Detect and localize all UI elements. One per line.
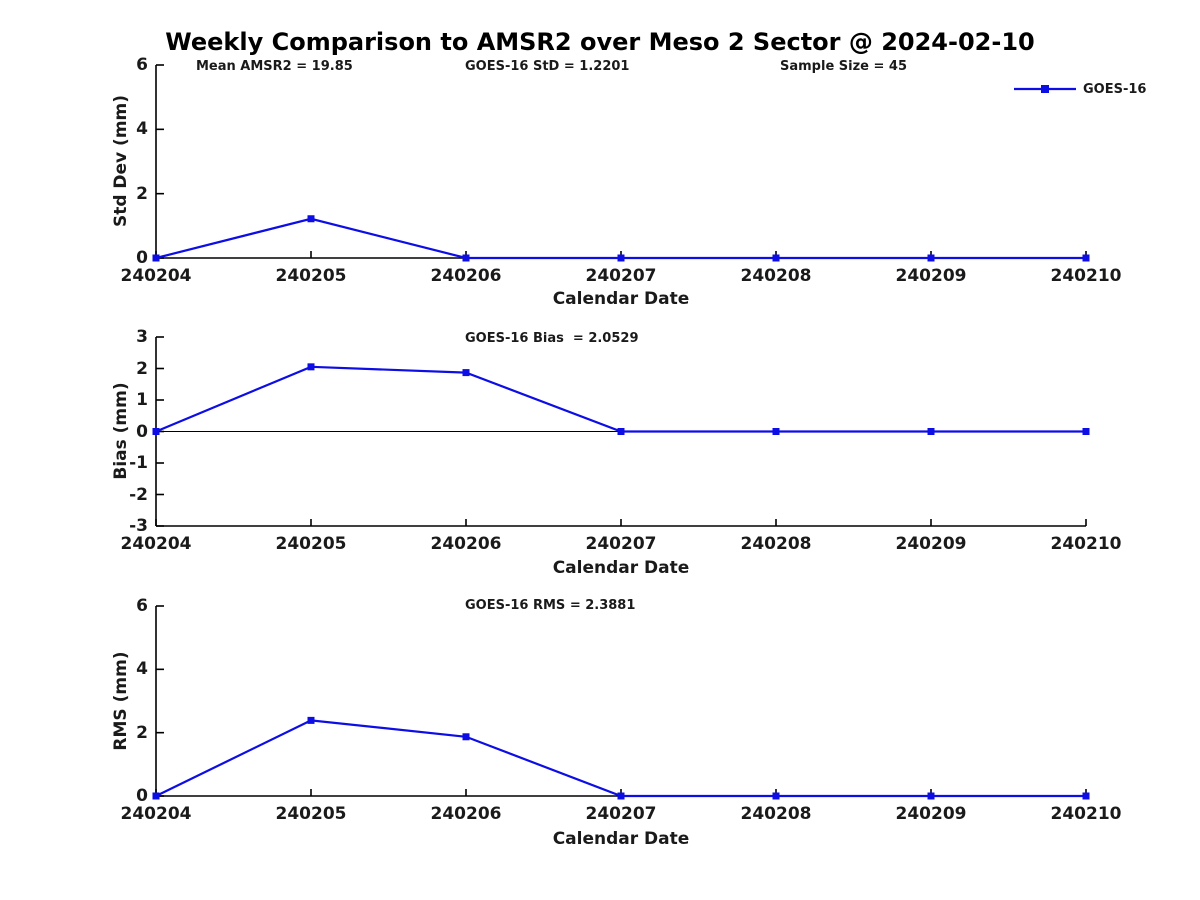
y-tick-label: 2 bbox=[136, 722, 148, 743]
data-point-marker bbox=[617, 428, 625, 435]
y-tick-label: 6 bbox=[136, 55, 148, 75]
y-tick-label: 2 bbox=[136, 183, 148, 204]
y-tick-label: -1 bbox=[129, 453, 148, 473]
x-tick-label: 240209 bbox=[895, 266, 967, 286]
data-point-marker bbox=[307, 363, 315, 371]
y-tick-label: 2 bbox=[136, 358, 148, 379]
y-tick-label: 4 bbox=[136, 119, 148, 140]
x-tick-label: 240204 bbox=[120, 534, 192, 554]
x-tick-label: 240210 bbox=[1050, 534, 1122, 554]
data-point-marker bbox=[307, 716, 315, 724]
annotation-mean-amsr2: Mean AMSR2 = 19.85 bbox=[196, 59, 353, 74]
data-point-marker bbox=[1082, 254, 1090, 262]
data-point-marker bbox=[927, 792, 935, 800]
data-point-marker bbox=[927, 254, 935, 262]
legend: GOES-16 bbox=[1012, 80, 1146, 98]
x-tick-label: 240208 bbox=[740, 534, 812, 554]
x-tick-label: 240204 bbox=[120, 266, 192, 286]
y-tick-label: -2 bbox=[129, 484, 148, 505]
x-tick-label: 240204 bbox=[120, 804, 192, 824]
data-line-goes-16 bbox=[155, 719, 1086, 798]
data-point-marker bbox=[772, 254, 780, 262]
x-tick-label: 240210 bbox=[1050, 804, 1122, 824]
x-tick-label: 240206 bbox=[430, 804, 502, 824]
annotation-goes16-rms: GOES-16 RMS = 2.3881 bbox=[465, 598, 636, 613]
y-axis-label-stddev: Std Dev (mm) bbox=[111, 94, 131, 228]
y-tick-label: 0 bbox=[136, 421, 148, 442]
data-point-marker bbox=[772, 428, 780, 435]
x-tick-label: 240205 bbox=[275, 534, 347, 554]
x-tick-label: 240205 bbox=[275, 266, 347, 286]
data-point-marker bbox=[152, 792, 160, 800]
data-point-marker bbox=[617, 792, 625, 800]
data-point-marker bbox=[152, 254, 160, 262]
x-tick-label: 240207 bbox=[585, 266, 657, 286]
x-tick-label: 240208 bbox=[740, 266, 812, 286]
data-point-marker bbox=[462, 733, 470, 741]
y-tick-label: 0 bbox=[136, 786, 148, 806]
data-point-marker bbox=[462, 369, 470, 377]
x-axis-label-stddev: Calendar Date bbox=[552, 289, 690, 309]
x-tick-label: 240210 bbox=[1050, 266, 1122, 286]
x-tick-label: 240209 bbox=[895, 804, 967, 824]
data-point-marker bbox=[772, 792, 780, 800]
legend-label: GOES-16 bbox=[1083, 81, 1147, 97]
y-tick-label: 6 bbox=[136, 596, 148, 616]
x-tick-label: 240207 bbox=[585, 534, 657, 554]
annotation-goes16-std: GOES-16 StD = 1.2201 bbox=[465, 59, 630, 74]
data-point-marker bbox=[1082, 428, 1090, 435]
data-point-marker bbox=[307, 215, 315, 223]
x-tick-label: 240208 bbox=[740, 804, 812, 824]
x-axis-label-rms: Calendar Date bbox=[552, 829, 690, 849]
chart-title: Weekly Comparison to AMSR2 over Meso 2 S… bbox=[165, 28, 1035, 56]
data-point-marker bbox=[617, 254, 625, 262]
y-tick-label: -3 bbox=[129, 516, 148, 536]
data-point-marker bbox=[152, 428, 160, 435]
data-line-goes-16 bbox=[155, 365, 1086, 433]
x-axis-label-bias: Calendar Date bbox=[552, 558, 690, 578]
x-tick-label: 240205 bbox=[275, 804, 347, 824]
data-point-marker bbox=[927, 428, 935, 435]
y-tick-label: 0 bbox=[136, 248, 148, 268]
x-tick-label: 240209 bbox=[895, 534, 967, 554]
x-tick-label: 240206 bbox=[430, 266, 502, 286]
y-axis-label-rms: RMS (mm) bbox=[111, 651, 131, 751]
legend-line-sample-icon bbox=[1014, 85, 1076, 93]
y-tick-label: 1 bbox=[136, 390, 148, 410]
legend-marker-icon bbox=[1041, 85, 1049, 93]
data-point-marker bbox=[1082, 792, 1090, 800]
x-tick-label: 240206 bbox=[430, 534, 502, 554]
data-point-marker bbox=[462, 254, 470, 262]
y-tick-label: 3 bbox=[136, 327, 148, 347]
y-tick-label: 4 bbox=[136, 659, 148, 680]
annotation-sample-size: Sample Size = 45 bbox=[780, 59, 908, 74]
annotation-goes16-bias: GOES-16 Bias = 2.0529 bbox=[465, 331, 639, 346]
x-tick-label: 240207 bbox=[585, 804, 657, 824]
